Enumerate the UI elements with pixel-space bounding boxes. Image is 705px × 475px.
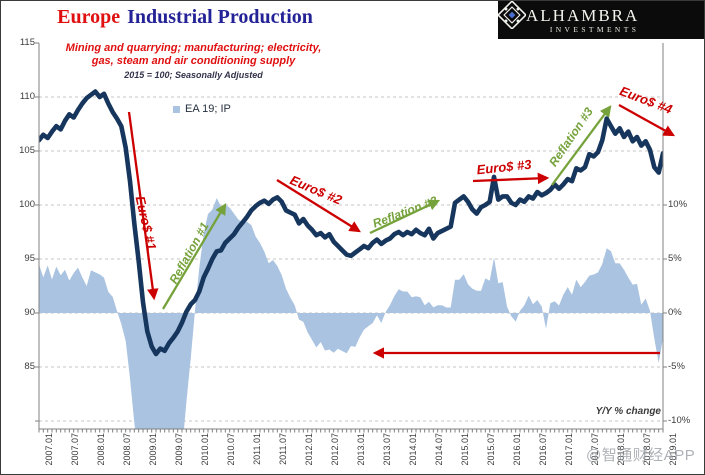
x-axis-label: 2015.07 [486, 433, 496, 466]
y-axis-label-left: 100 [19, 199, 35, 210]
x-axis-label: 2009.01 [148, 433, 158, 466]
logo-subtitle: INVESTMENTS [549, 24, 640, 34]
x-axis-label: 2011.01 [252, 433, 262, 465]
yoy-area-series [39, 198, 663, 429]
logo-name: ALHAMBRA [526, 5, 640, 25]
right-axis-caption: Y/Y % change [595, 406, 661, 417]
x-axis-label: 2014.07 [434, 433, 444, 466]
y-axis-label-right: 0% [668, 307, 682, 318]
x-axis-label: 2014.01 [408, 433, 418, 466]
arrow-euros-3 [472, 172, 550, 185]
subtitle-line2: gas, steam and air conditioning supply [91, 55, 296, 67]
x-axis-label: 2007.01 [44, 433, 54, 466]
arrow-euros-1 [127, 111, 159, 301]
x-axis-label: 2013.01 [356, 433, 366, 466]
legend-label: EA 19; IP [185, 103, 231, 115]
y-axis-label-left: 90 [24, 307, 35, 318]
subtitle-line1: Mining and quarrying; manufacturing; ele… [65, 42, 322, 54]
y-axis-label-right: 5% [668, 253, 682, 264]
x-axis-label: 2010.07 [226, 433, 236, 466]
y-axis-label-right: -10% [668, 415, 691, 426]
x-axis-label: 2016.01 [512, 433, 522, 466]
y-axis-label-right: 10% [668, 199, 688, 210]
arrow-reflation-3 [551, 105, 612, 186]
x-axis-label: 2009.07 [174, 433, 184, 466]
x-axis-label: 2012.07 [330, 433, 340, 466]
y-axis-label-right: -5% [668, 361, 685, 372]
y-axis-label-left: 105 [19, 145, 35, 156]
x-axis-label: 2013.07 [382, 433, 392, 466]
y-axis-label-left: 110 [19, 91, 35, 102]
alhambra-diamond-icon [498, 1, 526, 29]
x-axis-label: 2007.07 [70, 433, 80, 466]
title-region: Europe [57, 6, 121, 28]
x-axis-label: 2012.01 [304, 433, 314, 466]
page-title: Europe Industrial Production [34, 6, 336, 29]
y-axis-label-left: 95 [24, 253, 35, 264]
watermark: @智通财经APP [586, 447, 696, 464]
arrow-euros-2 [276, 179, 361, 233]
x-axis-label: 2016.07 [538, 433, 548, 466]
arrow-reflation-1 [162, 203, 227, 310]
x-axis-label: 2017.01 [564, 433, 574, 466]
x-axis-label: 2008.01 [96, 433, 106, 466]
y-axis-label-left: 85 [24, 361, 35, 372]
x-axis-label: 2008.07 [122, 433, 132, 466]
y-axis-label-left: 115 [19, 37, 35, 48]
legend-swatch-icon [173, 105, 180, 113]
subtitle-note: 2015 = 100; Seasonally Adjusted [124, 70, 263, 80]
x-axis-label: 2015.01 [460, 433, 470, 466]
arrow-reflation-2 [369, 199, 441, 235]
chart-subtitle: Mining and quarrying; manufacturing; ele… [41, 42, 346, 82]
x-axis-label: 2011.07 [278, 433, 288, 465]
ip-index-line-series [39, 89, 663, 357]
arrow-euros-4 [618, 103, 676, 137]
x-axis-label: 2010.01 [200, 433, 210, 466]
legend: EA 19; IP [173, 103, 231, 115]
alhambra-logo-banner: ALHAMBRA INVESTMENTS [498, 1, 704, 39]
title-subject: Industrial Production [127, 6, 313, 28]
